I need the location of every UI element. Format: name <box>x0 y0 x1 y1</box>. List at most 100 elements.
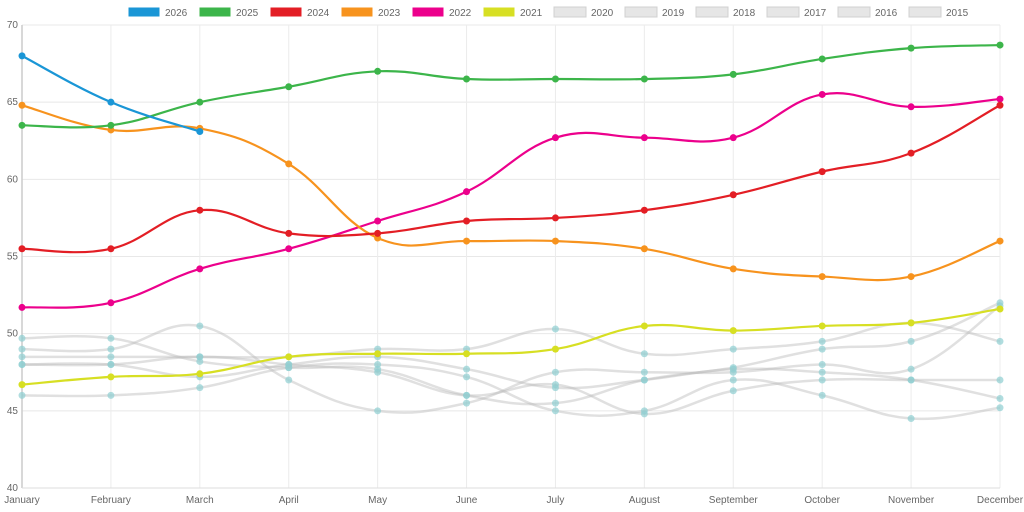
data-point-2022[interactable] <box>907 103 915 111</box>
data-point-2016[interactable] <box>463 391 471 399</box>
data-point-2023[interactable] <box>18 101 26 109</box>
data-point-2024[interactable] <box>729 191 737 199</box>
data-point-2024[interactable] <box>818 168 826 176</box>
data-point-2017[interactable] <box>640 376 648 384</box>
data-point-2016[interactable] <box>907 376 915 384</box>
data-point-2021[interactable] <box>551 345 559 353</box>
data-point-2018[interactable] <box>818 337 826 345</box>
data-point-2023[interactable] <box>551 237 559 245</box>
legend-item-2015[interactable]: 2015 <box>908 6 969 19</box>
data-point-2015[interactable] <box>107 391 115 399</box>
data-point-2021[interactable] <box>107 373 115 381</box>
data-point-2024[interactable] <box>463 217 471 225</box>
data-point-2025[interactable] <box>18 121 26 129</box>
data-point-2015[interactable] <box>996 404 1004 412</box>
data-point-2021[interactable] <box>907 319 915 327</box>
data-point-2023[interactable] <box>640 245 648 253</box>
data-point-2022[interactable] <box>285 245 293 253</box>
data-point-2023[interactable] <box>285 160 293 168</box>
data-point-2018[interactable] <box>640 350 648 358</box>
data-point-2025[interactable] <box>463 75 471 83</box>
data-point-2022[interactable] <box>640 134 648 142</box>
data-point-2018[interactable] <box>107 353 115 361</box>
data-point-2025[interactable] <box>729 70 737 78</box>
data-point-2015[interactable] <box>374 361 382 369</box>
data-point-2021[interactable] <box>463 350 471 358</box>
data-point-2021[interactable] <box>196 370 204 378</box>
data-point-2020[interactable] <box>107 334 115 342</box>
data-point-2022[interactable] <box>107 299 115 307</box>
data-point-2025[interactable] <box>374 67 382 75</box>
data-point-2026[interactable] <box>196 127 204 135</box>
data-point-2023[interactable] <box>907 273 915 281</box>
data-point-2020[interactable] <box>818 345 826 353</box>
data-point-2022[interactable] <box>463 188 471 196</box>
data-point-2021[interactable] <box>374 350 382 358</box>
data-point-2022[interactable] <box>996 95 1004 103</box>
data-point-2015[interactable] <box>551 407 559 415</box>
data-point-2015[interactable] <box>729 376 737 384</box>
data-point-2021[interactable] <box>996 305 1004 313</box>
data-point-2026[interactable] <box>107 98 115 106</box>
data-point-2025[interactable] <box>107 121 115 129</box>
data-point-2019[interactable] <box>463 399 471 407</box>
data-point-2021[interactable] <box>818 322 826 330</box>
data-point-2019[interactable] <box>285 376 293 384</box>
data-point-2020[interactable] <box>551 399 559 407</box>
data-point-2016[interactable] <box>196 353 204 361</box>
data-point-2019[interactable] <box>196 322 204 330</box>
legend-item-2019[interactable]: 2019 <box>624 6 685 19</box>
data-point-2019[interactable] <box>107 345 115 353</box>
data-point-2019[interactable] <box>818 361 826 369</box>
data-point-2017[interactable] <box>818 368 826 376</box>
data-point-2019[interactable] <box>374 407 382 415</box>
data-point-2023[interactable] <box>463 237 471 245</box>
data-point-2018[interactable] <box>18 353 26 361</box>
data-point-2021[interactable] <box>18 381 26 389</box>
data-point-2024[interactable] <box>640 206 648 214</box>
data-point-2022[interactable] <box>551 134 559 142</box>
legend-item-2016[interactable]: 2016 <box>837 6 898 19</box>
data-point-2024[interactable] <box>374 229 382 237</box>
data-point-2024[interactable] <box>907 149 915 157</box>
legend-item-2017[interactable]: 2017 <box>766 6 827 19</box>
data-point-2024[interactable] <box>551 214 559 222</box>
data-point-2019[interactable] <box>18 345 26 353</box>
data-point-2026[interactable] <box>18 52 26 60</box>
data-point-2022[interactable] <box>729 134 737 142</box>
data-point-2024[interactable] <box>18 245 26 253</box>
data-point-2017[interactable] <box>463 365 471 373</box>
legend-item-2024[interactable]: 2024 <box>269 6 330 19</box>
data-point-2025[interactable] <box>907 44 915 52</box>
data-point-2023[interactable] <box>729 265 737 273</box>
legend-item-2025[interactable]: 2025 <box>198 6 259 19</box>
data-point-2020[interactable] <box>18 334 26 342</box>
data-point-2025[interactable] <box>996 41 1004 49</box>
data-point-2016[interactable] <box>729 387 737 395</box>
data-point-2021[interactable] <box>285 353 293 361</box>
data-point-2015[interactable] <box>640 407 648 415</box>
data-point-2018[interactable] <box>729 345 737 353</box>
data-point-2016[interactable] <box>374 368 382 376</box>
data-point-2016[interactable] <box>818 376 826 384</box>
data-point-2015[interactable] <box>463 373 471 381</box>
data-point-2024[interactable] <box>996 101 1004 109</box>
data-point-2015[interactable] <box>907 415 915 423</box>
data-point-2015[interactable] <box>196 384 204 392</box>
data-point-2019[interactable] <box>640 368 648 376</box>
data-point-2016[interactable] <box>18 361 26 369</box>
data-point-2021[interactable] <box>640 322 648 330</box>
data-point-2021[interactable] <box>729 327 737 335</box>
data-point-2020[interactable] <box>907 337 915 345</box>
data-point-2025[interactable] <box>640 75 648 83</box>
data-point-2019[interactable] <box>907 365 915 373</box>
data-point-2018[interactable] <box>996 337 1004 345</box>
data-point-2018[interactable] <box>551 325 559 333</box>
legend-item-2018[interactable]: 2018 <box>695 6 756 19</box>
data-point-2017[interactable] <box>996 394 1004 402</box>
legend-item-2026[interactable]: 2026 <box>127 6 188 19</box>
data-point-2016[interactable] <box>107 361 115 369</box>
data-point-2022[interactable] <box>374 217 382 225</box>
data-point-2024[interactable] <box>285 229 293 237</box>
data-point-2024[interactable] <box>196 206 204 214</box>
